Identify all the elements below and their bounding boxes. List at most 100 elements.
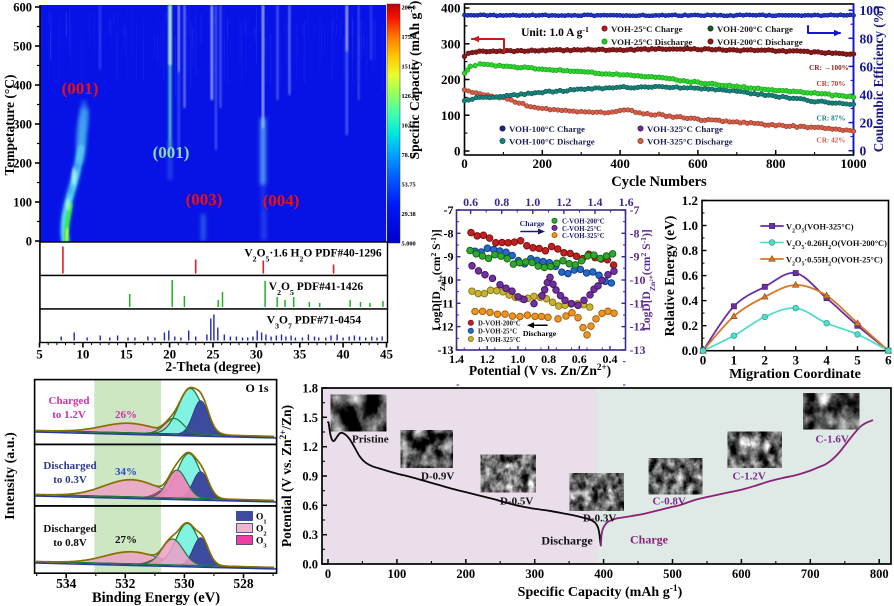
svg-text:600: 600 — [13, 1, 32, 15]
svg-text:5: 5 — [36, 347, 43, 362]
svg-text:10: 10 — [76, 347, 89, 362]
svg-text:Potential (V vs. Zn2+/Zn): Potential (V vs. Zn2+/Zn) — [278, 405, 294, 547]
svg-text:400: 400 — [594, 567, 613, 581]
svg-text:1.0: 1.0 — [682, 218, 698, 233]
svg-text:O 1s: O 1s — [245, 381, 268, 395]
svg-text:53.75: 53.75 — [402, 181, 416, 188]
svg-text:600: 600 — [732, 567, 751, 581]
svg-text:200.0: 200.0 — [402, 5, 416, 12]
svg-text:D-0.3V: D-0.3V — [583, 513, 616, 525]
svg-text:-13: -13 — [630, 343, 646, 357]
svg-text:26%: 26% — [115, 409, 137, 421]
svg-text:(004): (004) — [263, 191, 300, 210]
svg-text:CR: 70%: CR: 70% — [817, 80, 846, 88]
svg-text:3: 3 — [792, 353, 799, 368]
svg-text:0.4: 0.4 — [682, 293, 699, 308]
svg-text:Charge: Charge — [520, 219, 545, 228]
svg-text:CR: →100%: CR: →100% — [809, 64, 849, 72]
svg-text:0.6: 0.6 — [302, 499, 318, 513]
svg-text:0.6: 0.6 — [682, 268, 699, 283]
svg-text:300: 300 — [13, 118, 32, 132]
svg-text:CR: 87%: CR: 87% — [817, 115, 846, 123]
svg-text:CR: 42%: CR: 42% — [817, 137, 846, 145]
svg-text:Specific Capacity (mAh g-1): Specific Capacity (mAh g-1) — [406, 1, 422, 160]
svg-text:1.6: 1.6 — [619, 195, 634, 209]
svg-text:45: 45 — [380, 347, 394, 362]
svg-text:151.3: 151.3 — [402, 64, 416, 71]
svg-text:Relative Energy (eV): Relative Energy (eV) — [662, 216, 677, 337]
svg-text:-7: -7 — [444, 203, 454, 217]
svg-text:0.8: 0.8 — [541, 352, 556, 366]
svg-text:-13: -13 — [438, 343, 454, 357]
svg-text:VOH-100°C Charge: VOH-100°C Charge — [509, 124, 585, 134]
svg-text:Binding Energy (eV): Binding Energy (eV) — [92, 590, 220, 606]
svg-text:to 0.3V: to 0.3V — [53, 474, 87, 486]
svg-text:35: 35 — [293, 347, 307, 362]
svg-text:400: 400 — [13, 79, 32, 93]
svg-text:530: 530 — [174, 576, 195, 591]
svg-text:to 0.8V: to 0.8V — [53, 537, 87, 549]
svg-text:VOH-25°C Charge: VOH-25°C Charge — [611, 24, 683, 34]
svg-text:to 1.2V: to 1.2V — [52, 409, 86, 421]
svg-text:1.4: 1.4 — [588, 195, 603, 209]
svg-text:100: 100 — [388, 567, 407, 581]
svg-text:0.8: 0.8 — [682, 243, 699, 258]
svg-text:Pristine: Pristine — [352, 434, 389, 446]
svg-text:VOH-325°C Discharge: VOH-325°C Discharge — [647, 137, 733, 147]
svg-text:-11: -11 — [438, 296, 453, 310]
svg-text:100: 100 — [860, 3, 881, 18]
svg-text:-11: -11 — [630, 296, 645, 310]
svg-text:0: 0 — [454, 144, 461, 159]
svg-text:Specific Capacity (mAh g-1): Specific Capacity (mAh g-1) — [518, 584, 683, 600]
svg-text:30: 30 — [250, 347, 263, 362]
svg-text:D-VOH-200°C: D-VOH-200°C — [478, 321, 521, 328]
svg-text:VOH-100°C Discharge: VOH-100°C Discharge — [509, 137, 595, 147]
svg-text:0.0: 0.0 — [302, 558, 318, 572]
svg-text:80: 80 — [860, 31, 874, 46]
svg-text:Cycle Numbers: Cycle Numbers — [611, 174, 707, 190]
svg-text:34%: 34% — [115, 466, 137, 478]
svg-text:Discharge: Discharge — [523, 329, 557, 338]
svg-text:175.6: 175.6 — [402, 34, 416, 41]
svg-text:0.4: 0.4 — [603, 352, 618, 366]
svg-text:-7: -7 — [630, 203, 640, 217]
svg-text:534: 534 — [56, 576, 77, 591]
svg-text:D-0.5V: D-0.5V — [500, 496, 533, 508]
svg-text:C-VOH-325°C: C-VOH-325°C — [562, 233, 605, 240]
svg-text:(001): (001) — [153, 143, 190, 162]
svg-text:-9: -9 — [444, 250, 454, 264]
svg-text:C-1.6V: C-1.6V — [816, 434, 849, 446]
svg-text:0.8: 0.8 — [494, 195, 509, 209]
svg-text:Coulombic Efficiency (%): Coulombic Efficiency (%) — [871, 6, 886, 153]
svg-text:200: 200 — [13, 157, 32, 171]
svg-text:C-VOH-25°C: C-VOH-25°C — [562, 226, 601, 233]
svg-text:1.2: 1.2 — [556, 195, 571, 209]
svg-text:Intensity (a.u.): Intensity (a.u.) — [3, 432, 18, 520]
svg-text:0.6: 0.6 — [572, 352, 587, 366]
svg-text:29.38: 29.38 — [402, 211, 416, 218]
svg-text:600: 600 — [688, 156, 708, 171]
svg-text:VOH-325°C Charge: VOH-325°C Charge — [647, 124, 723, 134]
svg-text:400: 400 — [441, 1, 461, 16]
svg-text:532: 532 — [115, 576, 136, 591]
svg-text:0: 0 — [700, 353, 707, 368]
svg-text:2: 2 — [762, 353, 769, 368]
svg-text:-10: -10 — [630, 273, 646, 287]
svg-text:1.2: 1.2 — [682, 193, 698, 208]
svg-text:D-VOH-25°C: D-VOH-25°C — [478, 329, 517, 336]
svg-text:Unit: 1.0 A g-1: Unit: 1.0 A g-1 — [521, 25, 589, 40]
svg-text:27%: 27% — [115, 534, 137, 546]
svg-text:0.0: 0.0 — [682, 343, 698, 358]
svg-text:1.4: 1.4 — [449, 352, 464, 366]
svg-text:1.2: 1.2 — [480, 352, 495, 366]
svg-text:1.8: 1.8 — [302, 381, 318, 395]
svg-text:0: 0 — [461, 156, 468, 171]
svg-text:-8: -8 — [630, 226, 640, 240]
svg-text:78.13: 78.13 — [402, 152, 416, 159]
svg-text:Potential (V vs. Zn/Zn2+): Potential (V vs. Zn/Zn2+) — [469, 362, 611, 378]
svg-text:102.5: 102.5 — [402, 122, 416, 129]
svg-text:Tempetature (°C): Tempetature (°C) — [2, 74, 17, 175]
svg-text:0: 0 — [860, 144, 867, 159]
svg-text:5: 5 — [854, 353, 861, 368]
svg-text:100: 100 — [441, 108, 461, 123]
